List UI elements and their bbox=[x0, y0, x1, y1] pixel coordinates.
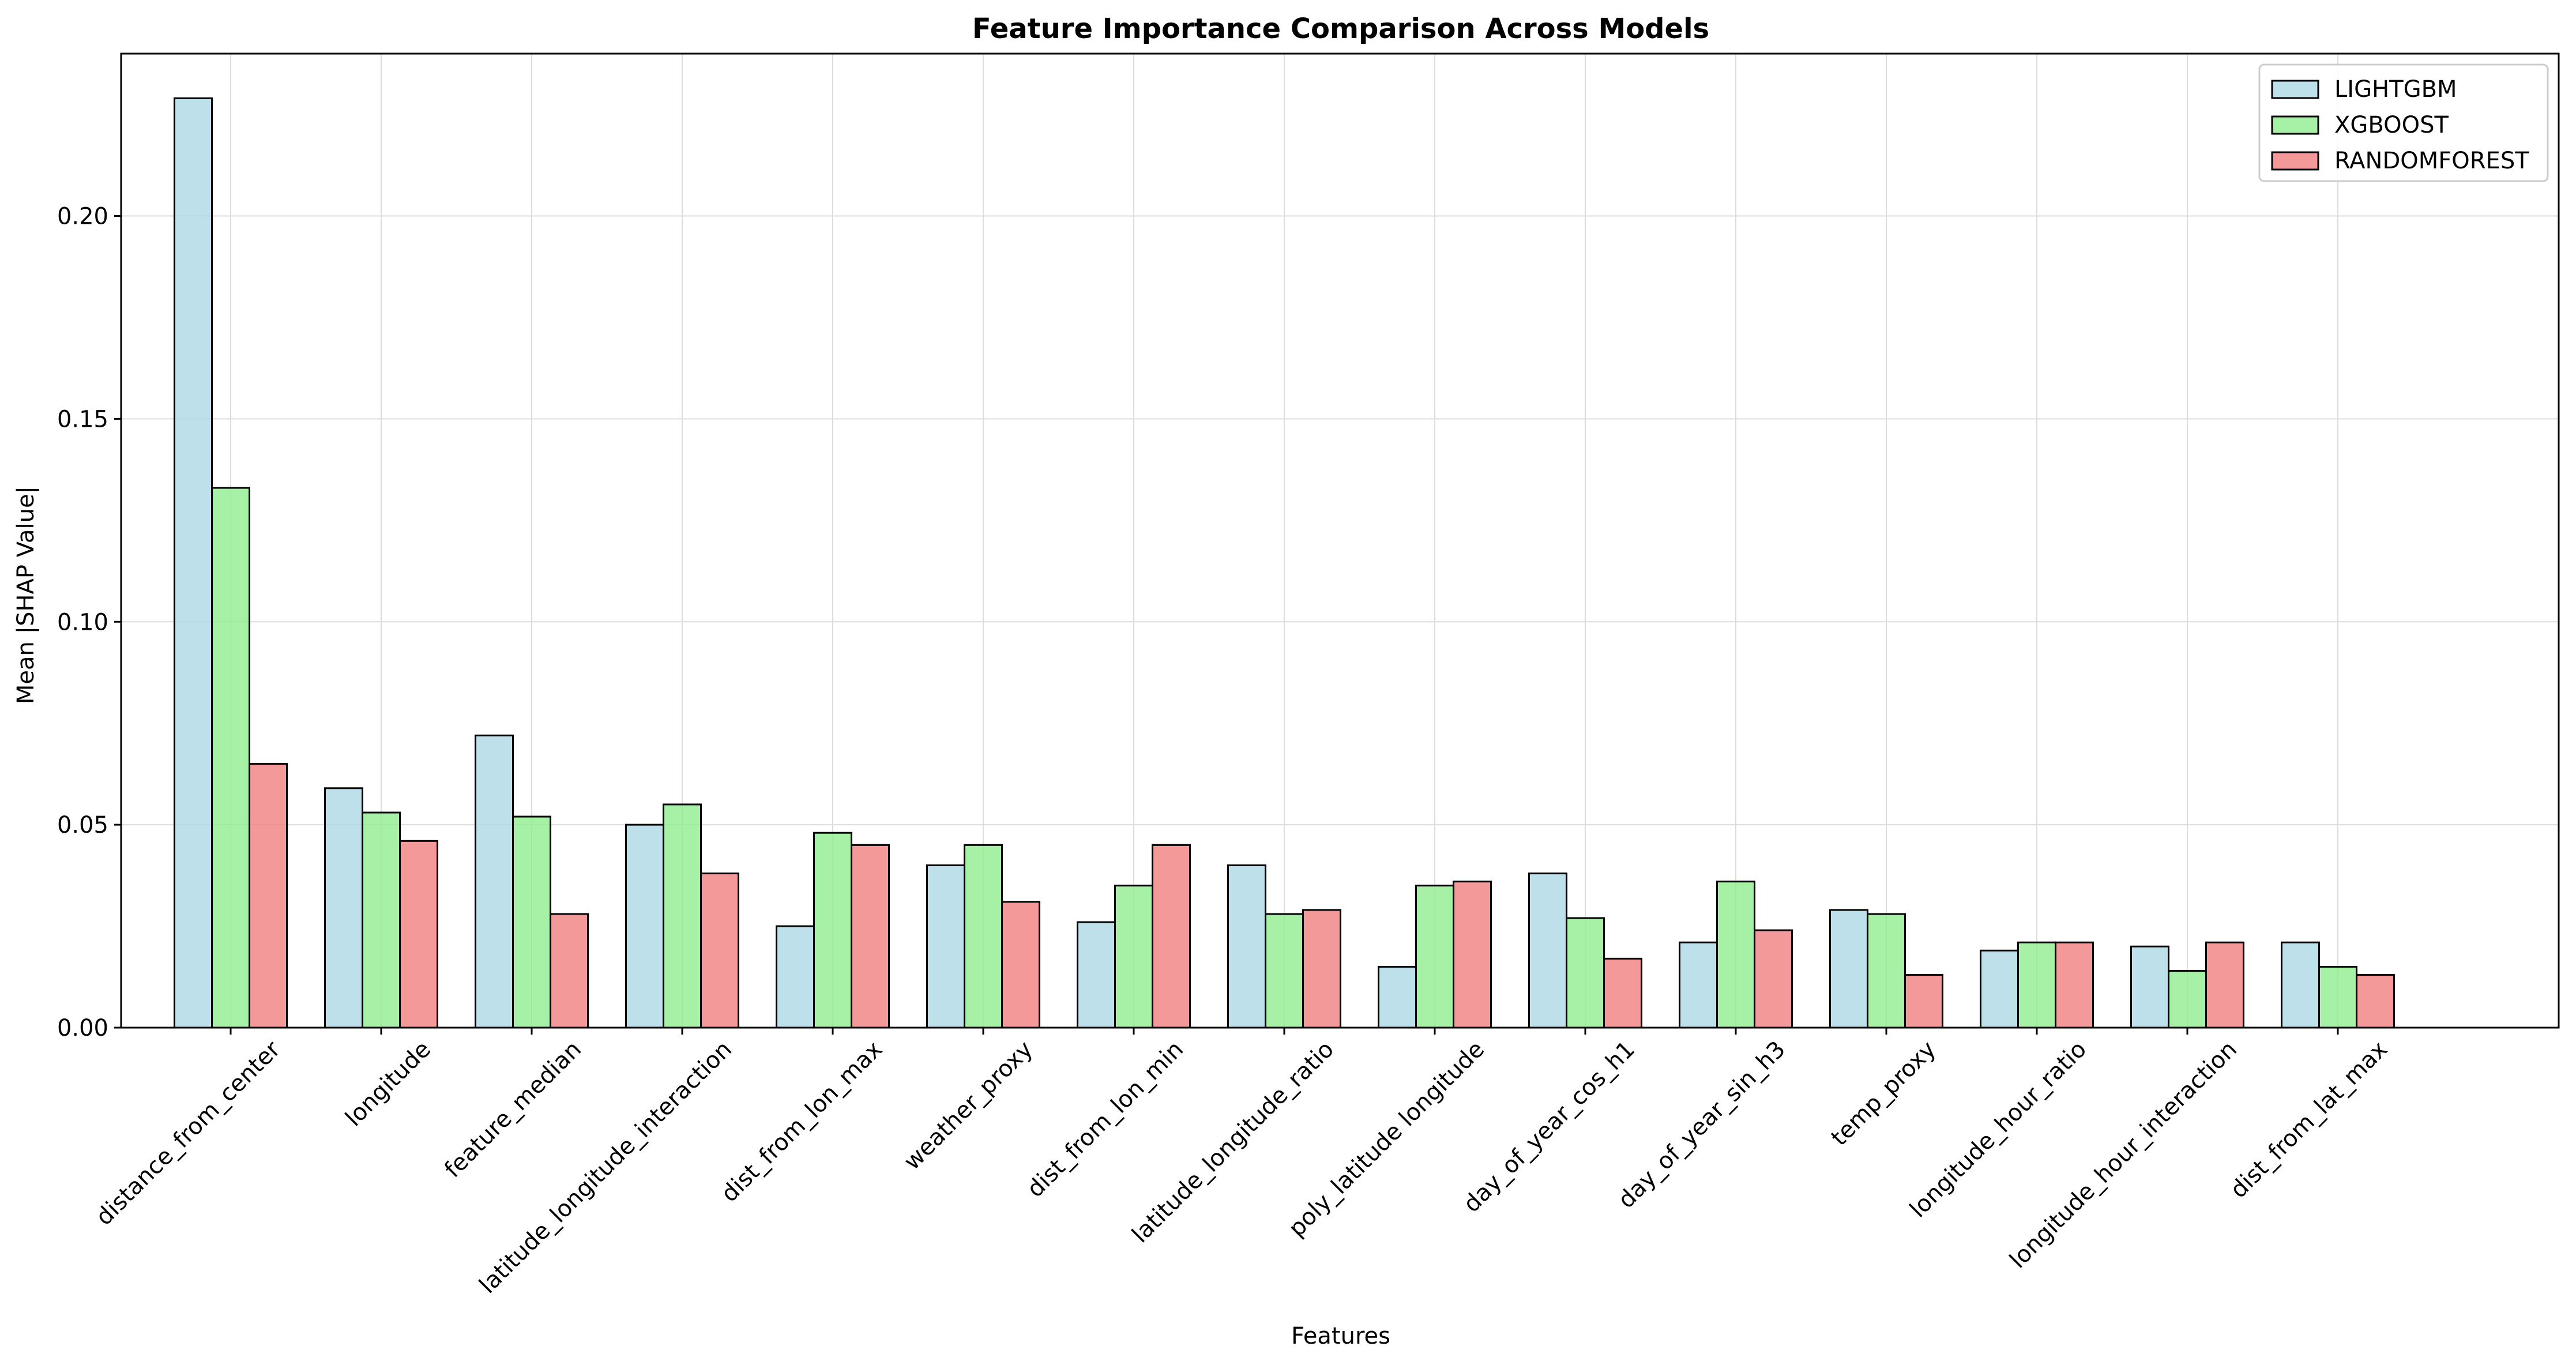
legend-box bbox=[2258, 63, 2549, 182]
x-axis-title: Features bbox=[1291, 1323, 1390, 1349]
bar-xgboost-latitude-longitude-ratio bbox=[1265, 913, 1304, 1029]
bar-lightgbm-day-of-year-sin-h3 bbox=[1679, 941, 1718, 1029]
bar-lightgbm-distance-from-center bbox=[174, 97, 213, 1029]
legend: LIGHTGBM XGBOOST RANDOMFOREST bbox=[2258, 63, 2549, 182]
bar-xgboost-dist-from-lat-max bbox=[2318, 965, 2357, 1029]
bar-lightgbm-weather-proxy bbox=[926, 864, 965, 1029]
x-tick-label: dist_from_lon_min bbox=[1022, 1036, 1189, 1203]
bar-lightgbm-day-of-year-cos-h1 bbox=[1528, 873, 1567, 1029]
bar-lightgbm-latitude-longitude-ratio bbox=[1227, 864, 1266, 1029]
bar-xgboost-feature-median bbox=[512, 815, 551, 1029]
bar-lightgbm-longitude-hour-ratio bbox=[1980, 949, 2019, 1029]
bar-xgboost-poly-latitude-longitude bbox=[1415, 885, 1454, 1029]
bar-randomforest-longitude-hour-interaction bbox=[2205, 941, 2244, 1029]
bar-lightgbm-longitude bbox=[324, 787, 363, 1029]
bar-lightgbm-longitude-hour-interaction bbox=[2130, 945, 2169, 1029]
y-axis: 0.00 0.05 0.10 0.15 0.20 bbox=[57, 204, 121, 1041]
legend-label-randomforest: RANDOMFOREST bbox=[2334, 148, 2529, 174]
grid bbox=[121, 54, 2559, 1028]
bar-randomforest-latitude-longitude-interaction bbox=[700, 873, 739, 1029]
bar-lightgbm-temp-proxy bbox=[1829, 909, 1868, 1029]
y-axis-title: Mean |SHAP Value| bbox=[13, 486, 39, 704]
bar-lightgbm-feature-median bbox=[475, 734, 514, 1029]
bar-randomforest-distance-from-center bbox=[249, 763, 288, 1029]
legend-swatch-randomforest bbox=[2271, 151, 2319, 171]
bar-xgboost-longitude bbox=[362, 811, 401, 1029]
y-tick-label: 0.10 bbox=[57, 609, 108, 636]
bar-randomforest-longitude-hour-ratio bbox=[2055, 941, 2094, 1029]
legend-swatch-lightgbm bbox=[2271, 80, 2319, 99]
y-tick-label: 0.15 bbox=[57, 406, 108, 433]
x-tick-label: temp_proxy bbox=[1826, 1036, 1942, 1152]
bar-randomforest-dist-from-lat-max bbox=[2356, 974, 2395, 1029]
bar-randomforest-dist-from-lon-min bbox=[1152, 844, 1191, 1029]
x-tick-label: distance_from_center bbox=[91, 1036, 286, 1231]
x-tick-label: longitude bbox=[340, 1036, 436, 1132]
x-tick-label: latitude_longitude_interaction bbox=[475, 1036, 738, 1299]
bar-randomforest-day-of-year-cos-h1 bbox=[1603, 957, 1642, 1029]
y-tick-label: 0.00 bbox=[57, 1015, 108, 1041]
legend-swatch-xgboost bbox=[2271, 115, 2319, 135]
bar-xgboost-longitude-hour-ratio bbox=[2017, 941, 2056, 1029]
bar-randomforest-weather-proxy bbox=[1001, 901, 1040, 1029]
x-tick-label: dist_from_lat_max bbox=[2225, 1036, 2393, 1204]
x-tick-label: longitude_hour_ratio bbox=[1905, 1036, 2092, 1223]
y-tick-label: 0.20 bbox=[57, 204, 108, 230]
chart-title: Feature Importance Comparison Across Mod… bbox=[972, 13, 1709, 45]
bar-xgboost-longitude-hour-interaction bbox=[2168, 969, 2207, 1029]
bar-randomforest-day-of-year-sin-h3 bbox=[1754, 929, 1793, 1029]
x-tick-label: dist_from_lon_max bbox=[716, 1036, 888, 1208]
bar-randomforest-poly-latitude-longitude bbox=[1453, 881, 1492, 1029]
bar-xgboost-temp-proxy bbox=[1867, 913, 1906, 1029]
bar-lightgbm-dist-from-lon-min bbox=[1077, 921, 1116, 1029]
bar-lightgbm-poly-latitude-longitude bbox=[1378, 965, 1417, 1029]
bar-xgboost-day-of-year-sin-h3 bbox=[1716, 881, 1755, 1029]
bar-randomforest-latitude-longitude-ratio bbox=[1302, 909, 1341, 1029]
x-tick-label: feature_median bbox=[439, 1036, 586, 1183]
x-tick-label: day_of_year_sin_h3 bbox=[1613, 1036, 1791, 1214]
x-tick-label: weather_proxy bbox=[899, 1036, 1038, 1175]
bar-xgboost-day-of-year-cos-h1 bbox=[1566, 917, 1605, 1029]
bar-lightgbm-latitude-longitude-interaction bbox=[625, 823, 664, 1029]
bar-xgboost-weather-proxy bbox=[964, 844, 1003, 1029]
legend-label-xgboost: XGBOOST bbox=[2334, 112, 2449, 138]
bar-lightgbm-dist-from-lon-max bbox=[776, 925, 815, 1029]
bar-xgboost-distance-from-center bbox=[211, 487, 250, 1029]
x-axis: distance_from_center longitude feature_med… bbox=[91, 1028, 2393, 1299]
y-tick-label: 0.05 bbox=[57, 812, 108, 838]
bars bbox=[174, 97, 2395, 1029]
bar-xgboost-latitude-longitude-interaction bbox=[663, 803, 702, 1029]
legend-label-lightgbm: LIGHTGBM bbox=[2334, 76, 2457, 103]
bar-randomforest-temp-proxy bbox=[1904, 974, 1943, 1029]
bar-randomforest-feature-median bbox=[550, 913, 589, 1029]
plot-area-frame bbox=[120, 52, 2560, 1029]
bar-randomforest-dist-from-lon-max bbox=[851, 844, 890, 1029]
x-tick-label: day_of_year_cos_h1 bbox=[1458, 1036, 1640, 1218]
bar-lightgbm-dist-from-lat-max bbox=[2281, 941, 2320, 1029]
bar-xgboost-dist-from-lon-max bbox=[813, 832, 852, 1029]
bar-randomforest-longitude bbox=[399, 840, 438, 1029]
bar-xgboost-dist-from-lon-min bbox=[1114, 885, 1153, 1029]
